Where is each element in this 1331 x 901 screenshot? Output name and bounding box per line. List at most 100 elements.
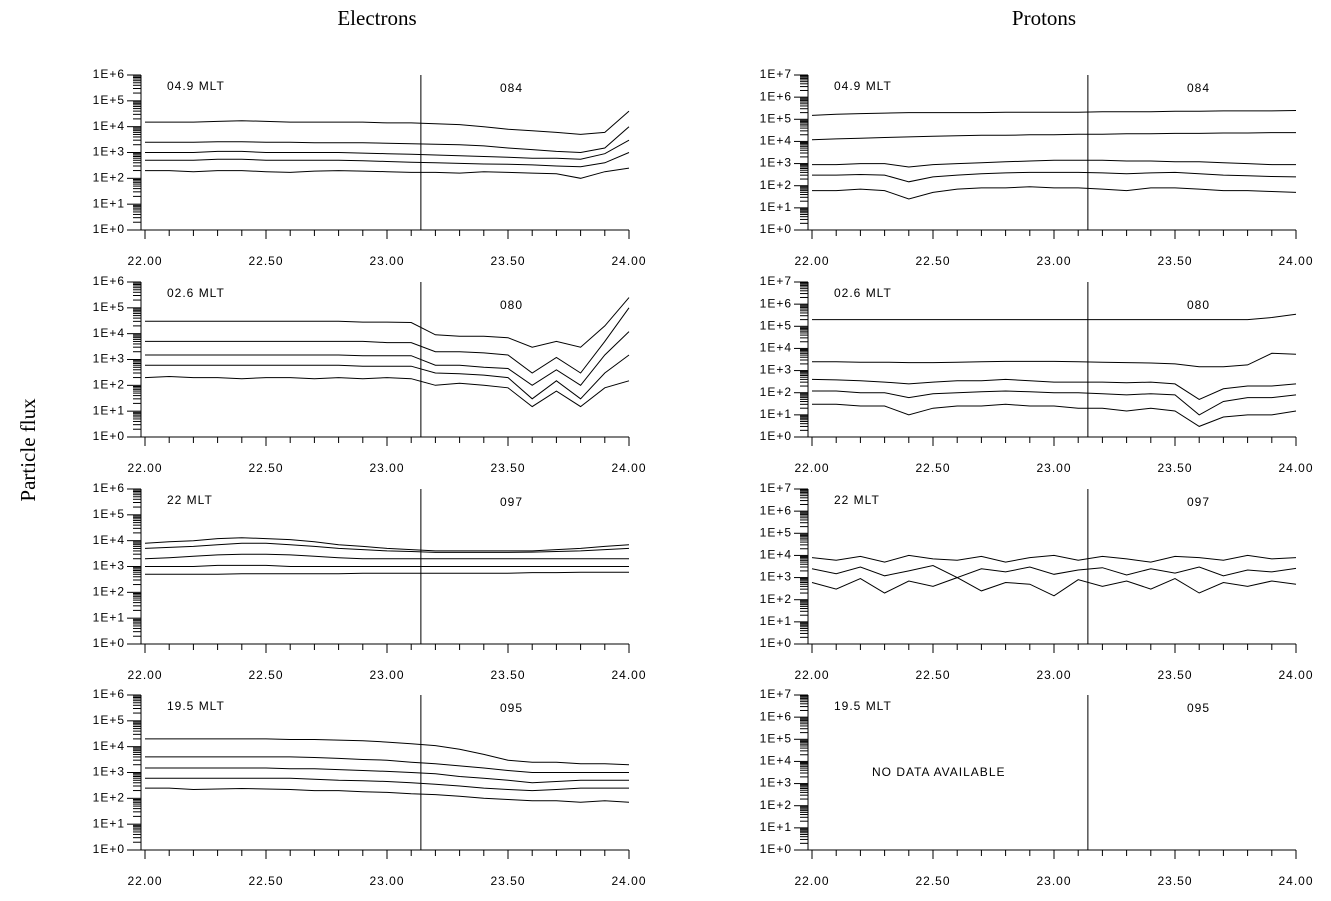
series-line: [145, 571, 629, 575]
orbit-label: 095: [500, 701, 523, 715]
y-tick-label: 1E+0: [93, 429, 125, 443]
column-title: Protons: [1012, 6, 1076, 30]
mlt-label: 19.5 MLT: [834, 699, 892, 713]
y-tick-label: 1E+2: [760, 385, 792, 399]
y-tick-label: 1E+6: [93, 67, 125, 81]
series-line: [145, 152, 630, 168]
y-tick-label: 1E+0: [760, 636, 792, 650]
y-tick-label: 1E+2: [93, 378, 125, 392]
mlt-label: 04.9 MLT: [834, 79, 892, 93]
series-line: [144, 542, 630, 553]
y-tick-label: 1E+0: [760, 842, 792, 856]
series-line: [144, 537, 630, 552]
series-line: [145, 331, 630, 386]
y-axis-label: Particle flux: [16, 398, 40, 502]
y-tick-label: 1E+4: [760, 134, 792, 148]
y-tick-label: 1E+4: [93, 326, 125, 340]
series-line: [812, 159, 1296, 168]
y-tick-label: 1E+3: [93, 352, 125, 366]
y-tick-label: 1E+4: [93, 533, 125, 547]
mlt-label: 22 MLT: [834, 493, 880, 507]
x-tick-label: 24.00: [611, 461, 646, 475]
y-tick-label: 1E+1: [760, 820, 792, 834]
x-tick-label: 23.50: [490, 461, 525, 475]
y-tick-label: 1E+1: [760, 614, 792, 628]
x-tick-label: 24.00: [1278, 668, 1313, 682]
y-tick-label: 1E+6: [760, 709, 792, 723]
series-line: [811, 110, 1297, 116]
y-tick-label: 1E+7: [760, 687, 792, 701]
y-tick-label: 1E+3: [760, 156, 792, 170]
orbit-label: 080: [1187, 298, 1210, 312]
y-tick-label: 1E+0: [760, 429, 792, 443]
x-tick-label: 22.00: [794, 874, 829, 888]
x-tick-label: 22.50: [248, 254, 283, 268]
y-tick-label: 1E+3: [93, 765, 125, 779]
series-line: [811, 564, 1297, 579]
x-tick-label: 23.50: [1157, 874, 1192, 888]
y-tick-label: 1E+5: [93, 507, 125, 521]
mlt-label: 02.6 MLT: [167, 286, 225, 300]
y-tick-label: 1E+7: [760, 481, 792, 495]
y-tick-label: 1E+6: [93, 274, 125, 288]
orbit-label: 097: [1187, 495, 1210, 509]
x-tick-label: 22.00: [794, 461, 829, 475]
y-tick-label: 1E+5: [93, 713, 125, 727]
orbit-label: 080: [500, 298, 523, 312]
series-line: [145, 110, 630, 135]
x-tick-label: 22.50: [915, 668, 950, 682]
x-tick-label: 23.00: [369, 874, 404, 888]
series-line: [145, 307, 630, 374]
x-tick-label: 22.00: [127, 461, 162, 475]
y-tick-label: 1E+4: [760, 548, 792, 562]
x-tick-label: 23.00: [1036, 668, 1071, 682]
series-line: [145, 564, 629, 567]
y-tick-label: 1E+3: [760, 776, 792, 790]
x-tick-label: 24.00: [1278, 874, 1313, 888]
x-tick-label: 22.50: [915, 874, 950, 888]
x-tick-label: 22.00: [127, 254, 162, 268]
series-line: [811, 378, 1297, 400]
y-tick-label: 1E+4: [760, 754, 792, 768]
x-tick-label: 22.50: [915, 461, 950, 475]
y-tick-label: 1E+4: [93, 119, 125, 133]
series-line: [812, 352, 1297, 368]
series-line: [144, 375, 630, 408]
x-tick-label: 22.00: [127, 668, 162, 682]
x-tick-label: 23.00: [1036, 461, 1071, 475]
series-line: [145, 126, 630, 154]
x-tick-label: 23.50: [490, 254, 525, 268]
y-tick-label: 1E+5: [93, 300, 125, 314]
y-tick-label: 1E+7: [760, 67, 792, 81]
series-line: [145, 787, 630, 803]
y-tick-label: 1E+7: [760, 274, 792, 288]
y-tick-label: 1E+0: [93, 222, 125, 236]
series-line: [812, 403, 1297, 427]
series-line: [812, 171, 1297, 183]
y-tick-label: 1E+4: [93, 739, 125, 753]
mlt-label: 04.9 MLT: [167, 79, 225, 93]
series-line: [145, 738, 630, 766]
y-tick-label: 1E+6: [760, 503, 792, 517]
series-line: [145, 297, 630, 348]
y-tick-label: 1E+2: [93, 791, 125, 805]
y-tick-label: 1E+2: [93, 171, 125, 185]
series-line: [811, 132, 1296, 141]
x-tick-label: 23.00: [1036, 254, 1071, 268]
series-line: [145, 167, 630, 179]
y-tick-label: 1E+3: [760, 570, 792, 584]
y-tick-label: 1E+6: [93, 687, 125, 701]
x-tick-label: 22.50: [248, 668, 283, 682]
y-tick-label: 1E+0: [93, 636, 125, 650]
x-tick-label: 22.50: [248, 874, 283, 888]
x-tick-label: 23.50: [1157, 254, 1192, 268]
x-tick-label: 23.00: [369, 254, 404, 268]
annotation: NO DATA AVAILABLE: [872, 765, 1006, 779]
orbit-label: 097: [500, 495, 523, 509]
x-tick-label: 23.00: [369, 668, 404, 682]
y-tick-label: 1E+2: [760, 178, 792, 192]
y-tick-label: 1E+2: [760, 592, 792, 606]
y-tick-label: 1E+1: [760, 407, 792, 421]
y-tick-label: 1E+6: [93, 481, 125, 495]
x-tick-label: 24.00: [1278, 461, 1313, 475]
